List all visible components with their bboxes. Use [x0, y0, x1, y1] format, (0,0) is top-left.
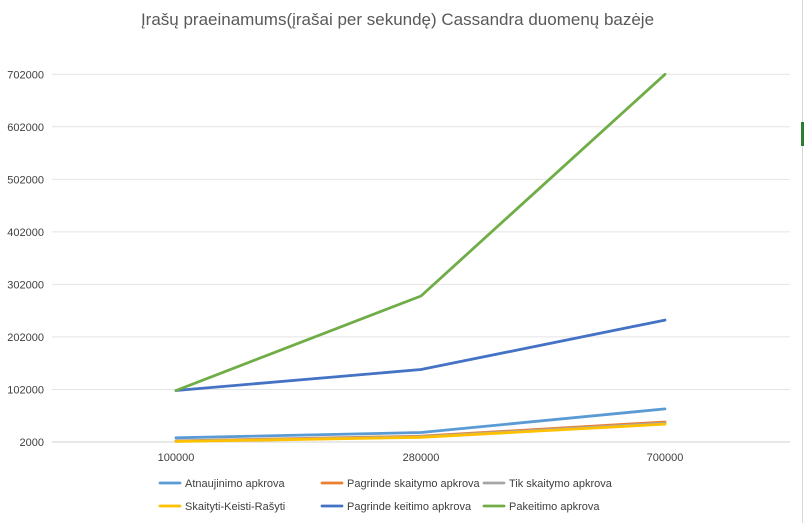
y-axis-ticks: 2000 102000 202000 302000 402000 502000 602000… — [7, 69, 44, 449]
series-line — [174, 318, 667, 392]
y-tick-label: 2000 — [20, 437, 44, 449]
legend: Atnaujinimo apkrova Pagrinde skaitymo apk… — [158, 478, 613, 513]
series-line — [174, 407, 667, 440]
legend-label: Atnaujinimo apkrova — [185, 478, 286, 490]
x-tick-label: 700000 — [647, 452, 684, 464]
legend-label: Pakeitimo apkrova — [509, 501, 600, 513]
x-tick-label: 280000 — [403, 452, 440, 464]
y-tick-label: 202000 — [7, 332, 44, 344]
x-axis-ticks: 100000 280000 700000 — [158, 452, 684, 464]
legend-label: Tik skaitymo apkrova — [509, 478, 613, 490]
y-tick-label: 102000 — [7, 384, 44, 396]
gridlines — [52, 73, 790, 443]
series-line — [174, 422, 667, 443]
x-tick-label: 100000 — [158, 452, 195, 464]
y-tick-label: 702000 — [7, 69, 44, 81]
chart-title: Įrašų praeinamums(įrašai per sekundę) Ca… — [140, 10, 655, 29]
y-tick-label: 602000 — [7, 122, 44, 134]
legend-label: Pagrinde keitimo apkrova — [347, 501, 472, 513]
series-lines — [174, 72, 667, 443]
y-tick-label: 402000 — [7, 227, 44, 239]
window-edge-divider — [802, 0, 803, 523]
y-tick-label: 502000 — [7, 174, 44, 186]
series-line — [174, 72, 667, 392]
scroll-indicator — [801, 122, 804, 146]
legend-label: Skaityti-Keisti-Rašyti — [185, 501, 285, 513]
legend-label: Pagrinde skaitymo apkrova — [347, 478, 481, 490]
y-tick-label: 302000 — [7, 279, 44, 291]
